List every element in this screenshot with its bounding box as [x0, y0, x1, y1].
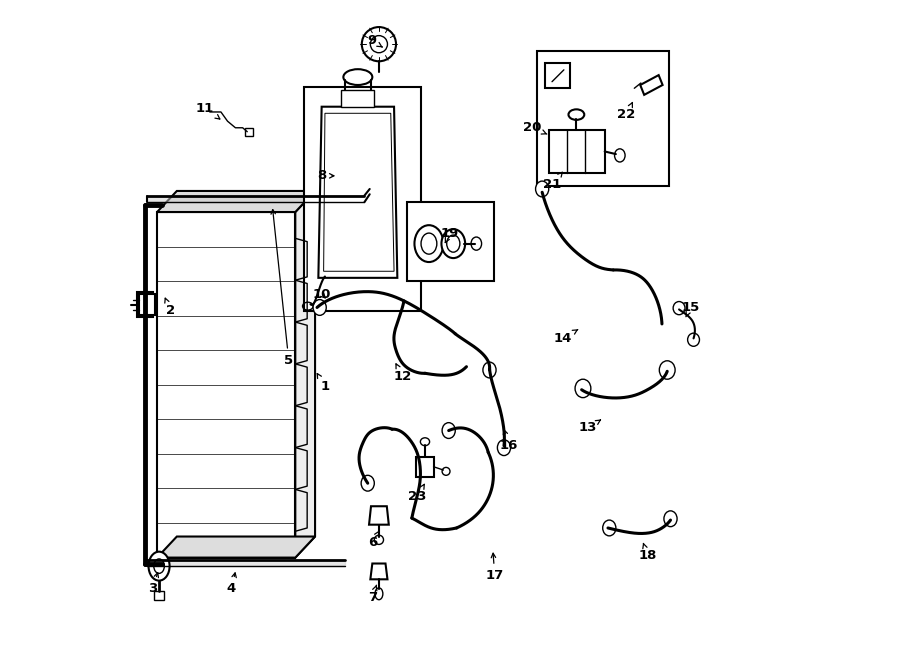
Bar [140, 294, 155, 315]
Ellipse shape [148, 552, 169, 580]
Text: 11: 11 [196, 102, 220, 119]
Text: 21: 21 [543, 173, 562, 191]
Text: 12: 12 [393, 364, 411, 383]
Text: 4: 4 [227, 573, 237, 595]
Text: 14: 14 [554, 330, 578, 345]
Polygon shape [295, 191, 315, 558]
Bar [154, 591, 165, 600]
Ellipse shape [660, 361, 675, 379]
Ellipse shape [371, 36, 388, 53]
Ellipse shape [442, 422, 455, 438]
Text: 17: 17 [486, 553, 504, 582]
Polygon shape [549, 130, 605, 173]
Ellipse shape [344, 69, 373, 85]
Bar [304, 87, 421, 311]
Bar [138, 292, 153, 317]
Ellipse shape [421, 233, 436, 254]
Text: 22: 22 [617, 102, 635, 121]
Polygon shape [640, 75, 662, 95]
Ellipse shape [575, 379, 591, 398]
Bar [341, 91, 374, 106]
Polygon shape [369, 506, 389, 525]
Text: 19: 19 [441, 227, 459, 243]
Text: 9: 9 [368, 34, 382, 48]
Text: 13: 13 [579, 420, 600, 434]
Text: 7: 7 [368, 585, 377, 603]
Ellipse shape [446, 235, 460, 253]
Text: 6: 6 [368, 531, 379, 549]
Polygon shape [371, 564, 388, 579]
Bar [245, 128, 253, 136]
Ellipse shape [603, 520, 616, 536]
Text: 10: 10 [312, 288, 331, 301]
Ellipse shape [664, 511, 677, 527]
Text: 20: 20 [523, 121, 547, 134]
Text: 5: 5 [271, 210, 293, 367]
Polygon shape [158, 212, 295, 558]
Text: 8: 8 [317, 169, 334, 182]
Ellipse shape [536, 181, 549, 197]
Polygon shape [158, 191, 315, 212]
Text: 3: 3 [148, 572, 158, 595]
Bar [537, 51, 669, 186]
Bar [545, 63, 571, 89]
Ellipse shape [361, 475, 374, 491]
Ellipse shape [415, 225, 444, 262]
Text: 1: 1 [317, 373, 329, 393]
Polygon shape [417, 457, 434, 477]
Bar [407, 202, 494, 281]
Text: 23: 23 [408, 485, 427, 503]
Ellipse shape [498, 440, 510, 455]
Text: 18: 18 [638, 543, 657, 562]
Ellipse shape [569, 109, 584, 120]
Polygon shape [158, 537, 315, 558]
Ellipse shape [313, 299, 327, 315]
Ellipse shape [362, 27, 396, 61]
Text: 2: 2 [165, 298, 175, 317]
Text: 15: 15 [681, 301, 699, 317]
Polygon shape [319, 106, 397, 278]
Ellipse shape [441, 229, 465, 258]
Text: 16: 16 [500, 430, 518, 452]
